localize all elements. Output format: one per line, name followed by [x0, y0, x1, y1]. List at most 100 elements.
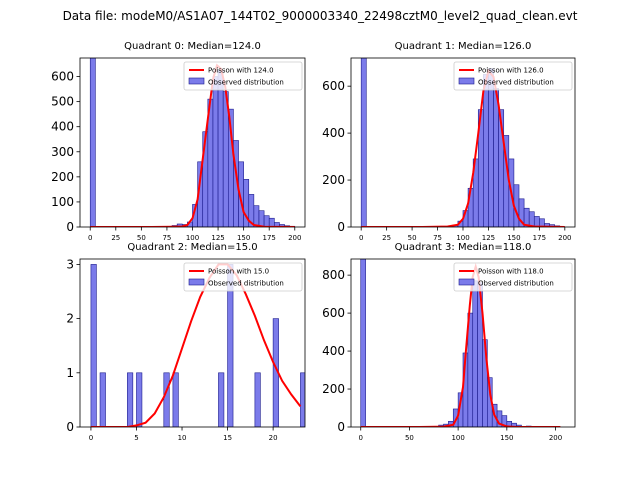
- histogram-bar: [528, 211, 535, 227]
- quadrant-3-panel: Quadrant 3: Median=118.0 0 200 400 600 800 0 50…: [322, 242, 576, 442]
- histogram-bar: [493, 88, 499, 227]
- quadrant-0-legend: Poisson with 124.0 Observed distribution: [183, 61, 303, 91]
- x-tick-label: 50: [405, 434, 414, 442]
- legend-poisson-label: Poisson with 118.0: [478, 268, 544, 276]
- quadrant-1-panel: Quadrant 1: Median=126.0 0 200 400 600 0 25 50 7…: [322, 41, 576, 242]
- legend-bar-swatch: [188, 278, 205, 286]
- x-tick-label: 175: [533, 234, 546, 242]
- legend-box: [453, 61, 573, 91]
- histogram-bar: [483, 74, 489, 227]
- histogram-bar: [268, 217, 275, 227]
- histogram-bar: [300, 372, 305, 427]
- x-tick-label: 200: [558, 234, 571, 242]
- histogram-bar: [360, 259, 366, 427]
- y-tick-label: 500: [51, 95, 74, 109]
- x-tick-label: 75: [433, 234, 442, 242]
- x-tick-label: 100: [451, 434, 464, 442]
- y-tick-label: 0: [66, 420, 74, 434]
- histogram-bar: [99, 372, 106, 427]
- y-tick-label: 100: [51, 195, 74, 209]
- histogram-bar: [163, 372, 170, 427]
- y-tick-label: 2: [66, 312, 74, 326]
- x-tick-label: 150: [237, 234, 250, 242]
- y-tick-label: 1: [66, 366, 74, 380]
- histogram-bar: [90, 264, 97, 427]
- histogram-bar: [539, 218, 545, 227]
- y-tick-label: 600: [322, 79, 345, 93]
- legend-poisson-label: Poisson with 15.0: [208, 268, 269, 276]
- legend-box: [183, 262, 303, 292]
- y-tick-label: 300: [51, 145, 74, 159]
- x-tick-label: 5: [134, 434, 138, 442]
- y-tick-label: 800: [322, 268, 345, 282]
- x-tick-label: 25: [111, 234, 120, 242]
- y-tick-label: 0: [337, 220, 345, 234]
- y-tick-label: 200: [322, 173, 345, 187]
- y-tick-label: 400: [322, 126, 345, 140]
- x-tick-label: 15: [223, 434, 232, 442]
- legend-bar-swatch: [458, 278, 475, 286]
- quadrant-3-title: Quadrant 3: Median=118.0: [395, 242, 532, 253]
- x-tick-label: 100: [456, 234, 469, 242]
- y-tick-label: 400: [322, 344, 345, 358]
- x-tick-label: 50: [137, 234, 146, 242]
- x-tick-label: 175: [263, 234, 276, 242]
- y-tick-label: 0: [337, 420, 345, 434]
- x-tick-label: 0: [359, 434, 363, 442]
- histogram-bar: [212, 76, 219, 227]
- quadrant-1-legend: Poisson with 126.0 Observed distribution: [453, 61, 573, 91]
- legend-observed-label: Observed distribution: [208, 280, 284, 288]
- figure-suptitle: Data file: modeM0/AS1A07_144T02_90000033…: [63, 9, 578, 23]
- quadrant-0-panel: Quadrant 0: Median=124.00100200300400500…: [51, 41, 306, 242]
- y-tick-label: 0: [66, 220, 74, 234]
- histogram-bar: [472, 280, 478, 427]
- histogram-bar: [218, 372, 225, 427]
- histogram-bar: [172, 372, 179, 427]
- legend-poisson-label: Poisson with 124.0: [208, 67, 274, 75]
- legend-bar-swatch: [188, 77, 205, 85]
- histogram-bar: [488, 68, 494, 227]
- x-tick-label: 25: [382, 234, 391, 242]
- legend-observed-label: Observed distribution: [478, 79, 554, 87]
- legend-observed-label: Observed distribution: [208, 79, 284, 87]
- quadrant-2-panel: Quadrant 2: Median=15.0 0 1 2 3 0 5 10 15 20 Poiss…: [66, 242, 306, 442]
- quadrant-1-title: Quadrant 1: Median=126.0: [395, 41, 532, 52]
- x-tick-label: 0: [88, 234, 92, 242]
- x-tick-label: 50: [408, 234, 417, 242]
- quadrant-0-title: Quadrant 0: Median=124.0: [124, 41, 261, 52]
- quadrant-3-axes-frame: [350, 258, 576, 428]
- histogram-bar: [253, 205, 260, 227]
- y-tick-label: 400: [51, 120, 74, 134]
- y-tick-label: 600: [51, 70, 74, 84]
- x-tick-label: 150: [500, 434, 513, 442]
- y-tick-label: 200: [51, 170, 74, 184]
- quadrant-2-axes-frame: [79, 258, 306, 428]
- histogram-bar: [258, 210, 265, 227]
- x-tick-label: 125: [482, 234, 495, 242]
- x-tick-label: 0: [89, 434, 93, 442]
- quadrant-3-legend: Poisson with 118.0 Observed distribution: [453, 262, 573, 292]
- legend-box: [453, 262, 573, 292]
- histogram-bar: [533, 216, 540, 227]
- x-tick-label: 0: [359, 234, 363, 242]
- x-tick-label: 150: [507, 234, 520, 242]
- histogram-bar: [222, 91, 229, 227]
- x-tick-label: 125: [211, 234, 224, 242]
- histogram-bar: [89, 58, 96, 227]
- histogram-bar: [263, 215, 270, 227]
- x-tick-label: 10: [178, 434, 187, 442]
- legend-observed-label: Observed distribution: [478, 280, 554, 288]
- x-tick-label: 20: [269, 434, 278, 442]
- histogram-bar: [217, 69, 224, 227]
- histogram-bar: [360, 58, 367, 227]
- y-tick-label: 600: [322, 306, 345, 320]
- x-tick-label: 200: [549, 434, 562, 442]
- y-tick-label: 200: [322, 382, 345, 396]
- quadrant-2-legend: Poisson with 15.0 Observed distribution: [183, 262, 303, 292]
- histogram-bar: [127, 372, 134, 427]
- histogram-bar: [136, 372, 143, 427]
- y-tick-label: 3: [66, 257, 74, 271]
- x-tick-label: 100: [186, 234, 199, 242]
- quadrant-2-title: Quadrant 2: Median=15.0: [127, 242, 257, 253]
- x-tick-label: 200: [288, 234, 301, 242]
